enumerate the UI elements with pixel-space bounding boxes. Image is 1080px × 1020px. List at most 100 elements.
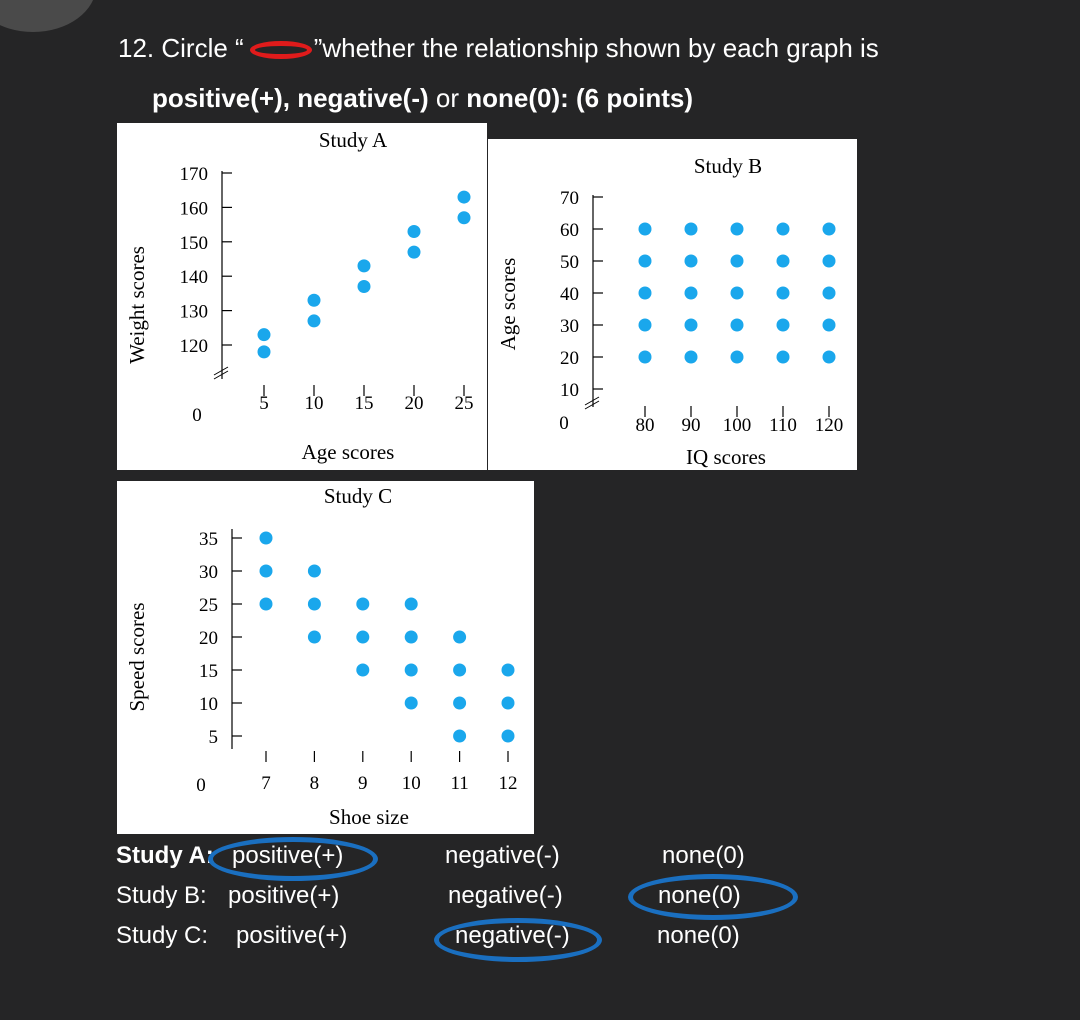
- data-point: [730, 254, 744, 268]
- x-tick-label: 10: [402, 773, 421, 794]
- data-point: [684, 286, 698, 300]
- chart-study-b: Study B 10 20 30 40 50 60 70 80 90 100 110 120 0 IQ sc…: [488, 139, 857, 470]
- answer-b-positive[interactable]: positive(+): [228, 882, 340, 909]
- data-point: [776, 350, 790, 364]
- data-point: [453, 630, 467, 644]
- y-tick-label: 160: [180, 198, 209, 219]
- axis-break-icon: [584, 396, 600, 410]
- data-point: [501, 696, 515, 710]
- x-tick-label: 25: [455, 393, 474, 414]
- answer-c-positive[interactable]: positive(+): [236, 922, 348, 949]
- data-point: [730, 318, 744, 332]
- answer-a-label: Study A:: [116, 842, 214, 869]
- chart-study-a-svg: Study A 120 130 140 150 160 170 5 10 15 20 25 0 Age s…: [125, 128, 474, 464]
- x-tick-label: 10: [305, 393, 324, 414]
- options-or: or: [428, 83, 467, 113]
- data-point: [257, 345, 271, 359]
- y-tick-label: 10: [199, 694, 218, 715]
- x-tick-label: 8: [310, 773, 320, 794]
- x-tick-label: 80: [636, 415, 655, 436]
- data-point: [638, 254, 652, 268]
- answer-c-label: Study C:: [116, 922, 209, 949]
- data-point: [404, 663, 418, 677]
- x-axis-label: IQ scores: [686, 445, 766, 469]
- y-tick-label: 35: [199, 529, 218, 550]
- x-tick-label: 110: [769, 415, 797, 436]
- data-point: [307, 314, 321, 328]
- x-tick-label: 9: [358, 773, 368, 794]
- axis-break-icon: [213, 366, 229, 380]
- data-point: [776, 286, 790, 300]
- y-tick-label: 30: [199, 562, 218, 583]
- corner-shadow: [0, 0, 96, 32]
- data-point: [407, 224, 421, 238]
- data-point: [453, 696, 467, 710]
- answer-b-negative[interactable]: negative(-): [448, 882, 563, 909]
- options-a: positive(+), negative(-): [152, 83, 429, 113]
- origin-label: 0: [192, 405, 202, 426]
- y-axis-label: Age scores: [496, 258, 520, 351]
- data-point: [638, 318, 652, 332]
- y-tick-label: 15: [199, 661, 218, 682]
- data-point: [730, 350, 744, 364]
- x-tick-label: 120: [815, 415, 844, 436]
- chart-study-c: Study C 5 10 15 20 25 30 35 7 8 9 10 11 12 0 Shoe size S…: [117, 481, 534, 834]
- data-point: [357, 280, 371, 294]
- origin-label: 0: [559, 413, 569, 434]
- x-tick-label: 20: [405, 393, 424, 414]
- data-point: [822, 286, 836, 300]
- answer-a-negative[interactable]: negative(-): [445, 842, 560, 869]
- data-point: [457, 211, 471, 225]
- data-point: [307, 293, 321, 307]
- answer-b-circle-icon: [628, 874, 798, 920]
- y-tick-label: 50: [560, 252, 579, 273]
- data-point: [357, 259, 371, 273]
- data-point: [501, 663, 515, 677]
- x-tick-label: 11: [450, 773, 468, 794]
- question-text: ”whether the relationship shown by each …: [313, 33, 879, 63]
- data-point: [822, 222, 836, 236]
- data-point: [638, 222, 652, 236]
- red-circle-icon: [249, 41, 312, 60]
- y-tick-label: 130: [180, 302, 209, 323]
- data-point: [259, 564, 273, 578]
- answer-a-none[interactable]: none(0): [662, 842, 745, 869]
- chart-title: Study A: [319, 128, 388, 152]
- data-point: [730, 222, 744, 236]
- chart-study-a: Study A 120 130 140 150 160 170 5 10 15 20 25 0 Age s…: [117, 123, 487, 470]
- y-tick-label: 140: [180, 267, 209, 288]
- data-point: [822, 318, 836, 332]
- data-point: [404, 696, 418, 710]
- y-tick-label: 70: [560, 188, 579, 209]
- chart-title: Study B: [694, 154, 762, 178]
- x-tick-label: 100: [723, 415, 752, 436]
- data-point: [307, 630, 321, 644]
- y-tick-label: 20: [199, 628, 218, 649]
- y-tick-label: 5: [209, 727, 219, 748]
- answer-c-none[interactable]: none(0): [657, 922, 740, 949]
- y-axis-label: Speed scores: [125, 602, 149, 711]
- y-tick-label: 120: [180, 336, 209, 357]
- y-tick-label: 60: [560, 220, 579, 241]
- answer-b-label: Study B:: [116, 882, 207, 909]
- x-tick-label: 12: [499, 773, 518, 794]
- x-tick-label: 5: [259, 393, 269, 414]
- data-point: [730, 286, 744, 300]
- y-tick-label: 30: [560, 316, 579, 337]
- data-point: [356, 630, 370, 644]
- data-point: [453, 663, 467, 677]
- y-tick-label: 10: [560, 380, 579, 401]
- data-point: [257, 328, 271, 342]
- data-point: [404, 630, 418, 644]
- data-point: [356, 663, 370, 677]
- chart-study-c-svg: Study C 5 10 15 20 25 30 35 7 8 9 10 11 12 0 Shoe size S…: [125, 484, 518, 829]
- data-point: [259, 531, 273, 545]
- data-point: [684, 222, 698, 236]
- data-point: [684, 350, 698, 364]
- origin-label: 0: [196, 775, 206, 796]
- chart-study-b-svg: Study B 10 20 30 40 50 60 70 80 90 100 110 120 0 IQ sc…: [496, 154, 844, 469]
- question-line-1: 12. Circle “ ”whether the relationship sh…: [118, 30, 879, 66]
- data-point: [407, 245, 421, 259]
- data-point: [684, 318, 698, 332]
- data-point: [822, 254, 836, 268]
